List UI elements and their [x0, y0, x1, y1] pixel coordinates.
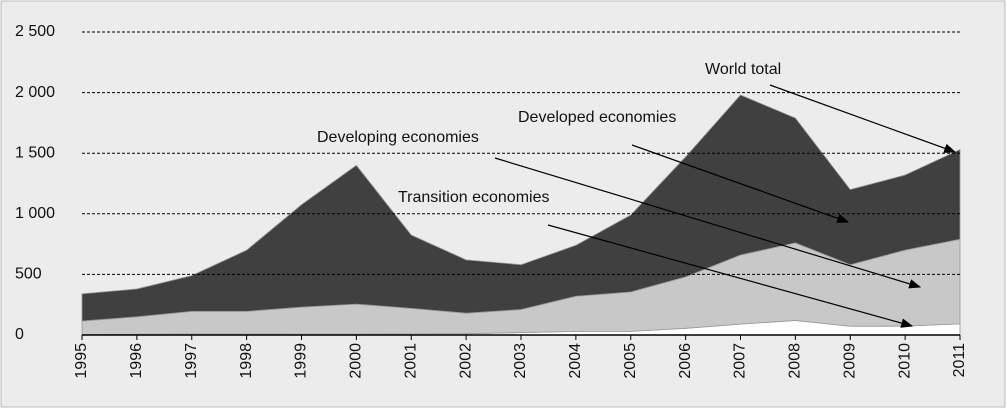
- y-tick-label: 500: [15, 266, 42, 283]
- annotation-arrow: [494, 157, 922, 289]
- x-tick-label: 1999: [293, 343, 310, 379]
- x-tick-label: 1998: [238, 343, 255, 379]
- x-tick-label: 2006: [677, 343, 694, 379]
- area: [81, 94, 961, 322]
- x-tick-label: 1997: [183, 343, 200, 379]
- annotation: World total: [705, 61, 781, 78]
- x-tick-label: 2007: [732, 343, 749, 379]
- x-tick-label: 2000: [348, 343, 365, 379]
- y-tick-label: 2 500: [15, 23, 55, 40]
- annotation-arrow: [547, 224, 914, 328]
- x-tick-label: 1996: [128, 343, 145, 379]
- y-tick-label: 2 000: [15, 84, 55, 101]
- x-tick-label: 2008: [787, 343, 804, 379]
- x-tick-label: 2004: [567, 343, 584, 379]
- annotation: Developed economies: [518, 109, 676, 126]
- x-tick-label: 2009: [841, 343, 858, 379]
- annotation-arrow: [631, 144, 850, 223]
- x-tick-label: 2001: [402, 343, 419, 379]
- y-tick-label: 1 000: [15, 205, 55, 222]
- annotation: Transition economies: [398, 189, 549, 206]
- x-tick-label: 2011: [951, 343, 968, 378]
- y-tick-label: 1 500: [15, 144, 55, 161]
- x-tick-label: 2003: [512, 343, 529, 379]
- x-tick-label: 2010: [896, 343, 913, 379]
- x-tick-label: 1995: [73, 343, 90, 379]
- x-tick-label: 2002: [457, 343, 474, 379]
- annotation-arrow: [769, 84, 957, 153]
- annotation: Developing economies: [317, 129, 479, 146]
- y-tick-label: 0: [15, 326, 24, 343]
- x-tick-label: 2005: [622, 343, 639, 379]
